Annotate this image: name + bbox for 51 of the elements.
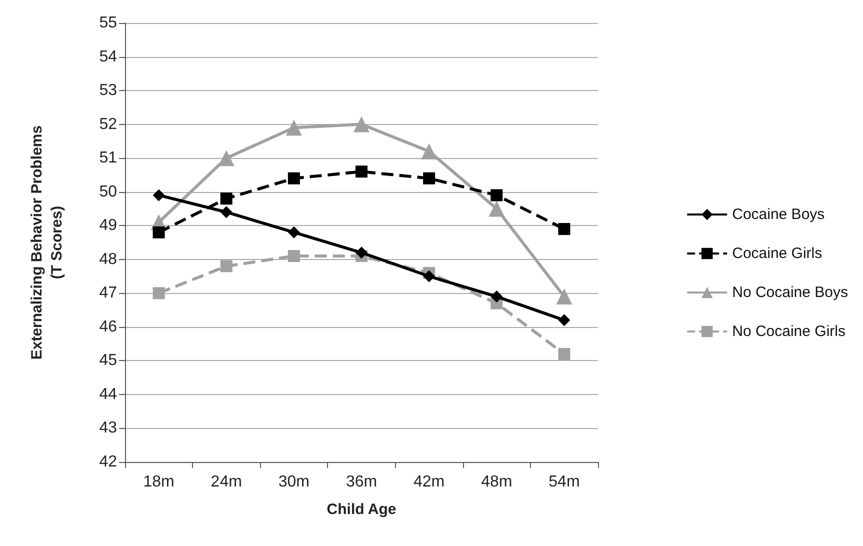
x-tick-label: 18m: [143, 474, 174, 490]
point: [556, 288, 572, 305]
point: [356, 246, 368, 259]
x-tick-label: 30m: [278, 474, 310, 490]
x-tick-label: 54m: [548, 474, 580, 490]
y-tick-label: 49: [99, 217, 118, 234]
point: [421, 143, 438, 160]
y-tick-label: 52: [99, 116, 118, 133]
point: [220, 192, 232, 205]
point: [152, 287, 165, 300]
legend-label: No Cocaine Boys: [732, 284, 848, 301]
point: [288, 172, 300, 184]
y-tick-label: 55: [99, 14, 118, 32]
y-axis-title: Externalizing Behavior Problems (T Scores): [28, 125, 66, 360]
point: [288, 226, 300, 238]
point: [218, 150, 234, 166]
point: [558, 348, 570, 360]
x-axis-title: Child Age: [326, 501, 396, 518]
y-tick-label: 54: [99, 48, 118, 66]
y-tick-label: 50: [99, 183, 118, 200]
y-tick-label: 48: [99, 250, 118, 268]
point: [423, 270, 436, 282]
point: [356, 166, 368, 178]
point: [558, 222, 570, 235]
point: [152, 226, 165, 238]
x-tick-label: 48m: [481, 474, 512, 490]
y-tick-label: 53: [99, 82, 118, 100]
y-tick-label: 44: [99, 386, 118, 403]
point: [288, 250, 300, 262]
legend-label: No Cocaine Girls: [732, 323, 846, 340]
point: [558, 314, 570, 326]
point: [488, 200, 505, 217]
x-tick-label: 24m: [210, 474, 242, 490]
point: [220, 206, 232, 218]
y-tick-label: 46: [99, 318, 118, 336]
point: [152, 189, 165, 202]
legend-label: Cocaine Girls: [732, 245, 822, 262]
legend-label: Cocaine Boys: [732, 206, 825, 223]
point: [286, 120, 302, 136]
y-tick-label: 51: [99, 150, 118, 167]
y-tick-label: 42: [99, 454, 118, 470]
y-tick-label: 43: [99, 420, 118, 437]
point: [423, 172, 436, 184]
y-tick-label: 45: [99, 352, 118, 370]
x-tick-label: 42m: [414, 474, 445, 490]
point: [220, 260, 232, 272]
point: [490, 189, 503, 202]
point: [354, 116, 370, 132]
x-tick-label: 36m: [346, 474, 378, 490]
y-tick-label: 47: [99, 284, 118, 302]
point: [490, 290, 503, 303]
